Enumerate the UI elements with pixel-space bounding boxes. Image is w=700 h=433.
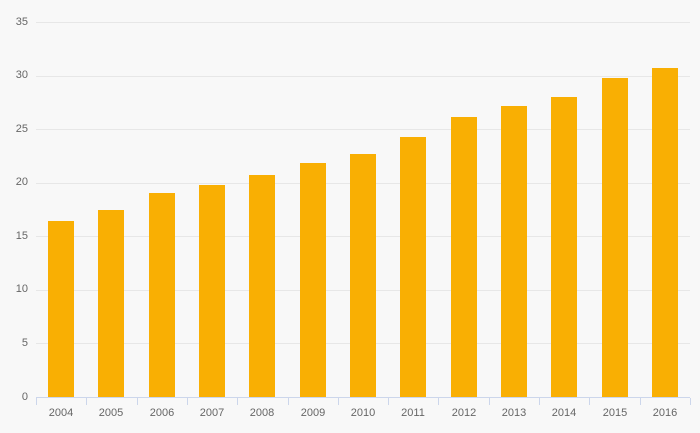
x-axis-tick: [388, 398, 389, 405]
x-axis-tick: [589, 398, 590, 405]
x-axis-tick: [86, 398, 87, 405]
bar-2012[interactable]: [451, 117, 477, 397]
x-axis-category-label: 2006: [149, 407, 175, 419]
x-axis-line: [36, 397, 690, 398]
y-axis-tick-label: 20: [15, 176, 28, 188]
x-axis-category-label: 2013: [501, 407, 527, 419]
bar-2013[interactable]: [501, 106, 527, 397]
y-axis-tick-label: 30: [15, 69, 28, 81]
x-axis-tick: [690, 398, 691, 405]
x-axis-category-label: 2007: [199, 407, 225, 419]
x-axis-category-label: 2008: [249, 407, 275, 419]
gridline-30: [36, 76, 690, 77]
x-axis-tick: [36, 398, 37, 405]
x-axis-category-label: 2012: [451, 407, 477, 419]
x-axis-tick: [539, 398, 540, 405]
bar-2004[interactable]: [48, 221, 74, 397]
bar-2016[interactable]: [652, 68, 678, 397]
bar-2010[interactable]: [350, 154, 376, 397]
bar-2009[interactable]: [300, 163, 326, 397]
y-axis-tick-label: 15: [15, 230, 28, 242]
x-axis-tick: [489, 398, 490, 405]
x-axis-category-label: 2010: [350, 407, 376, 419]
x-axis-category-label: 2014: [551, 407, 577, 419]
y-axis-tick-label: 25: [15, 123, 28, 135]
y-axis-tick-label: 5: [21, 337, 28, 349]
bar-2011[interactable]: [400, 137, 426, 397]
x-axis-category-label: 2015: [602, 407, 628, 419]
bar-2015[interactable]: [602, 78, 628, 397]
x-axis-category-label: 2016: [652, 407, 678, 419]
bar-2008[interactable]: [249, 175, 275, 397]
gridline-35: [36, 22, 690, 23]
x-axis-tick: [288, 398, 289, 405]
x-axis-category-label: 2011: [401, 407, 425, 419]
y-axis-tick-label: 0: [21, 391, 28, 403]
bar-2006[interactable]: [149, 193, 175, 397]
x-axis-tick: [640, 398, 641, 405]
x-axis-category-label: 2009: [300, 407, 326, 419]
x-axis-tick: [338, 398, 339, 405]
x-axis-category-label: 2005: [98, 407, 124, 419]
gridline-25: [36, 129, 690, 130]
x-axis-category-label: 2004: [48, 407, 74, 419]
x-axis-tick: [137, 398, 138, 405]
x-axis-tick: [187, 398, 188, 405]
bar-2007[interactable]: [199, 185, 225, 397]
y-axis-tick-label: 10: [15, 283, 28, 295]
y-axis-tick-label: 35: [15, 16, 28, 28]
x-axis-tick: [237, 398, 238, 405]
bar-2005[interactable]: [98, 210, 124, 398]
bar-2014[interactable]: [551, 97, 577, 397]
x-axis-tick: [438, 398, 439, 405]
